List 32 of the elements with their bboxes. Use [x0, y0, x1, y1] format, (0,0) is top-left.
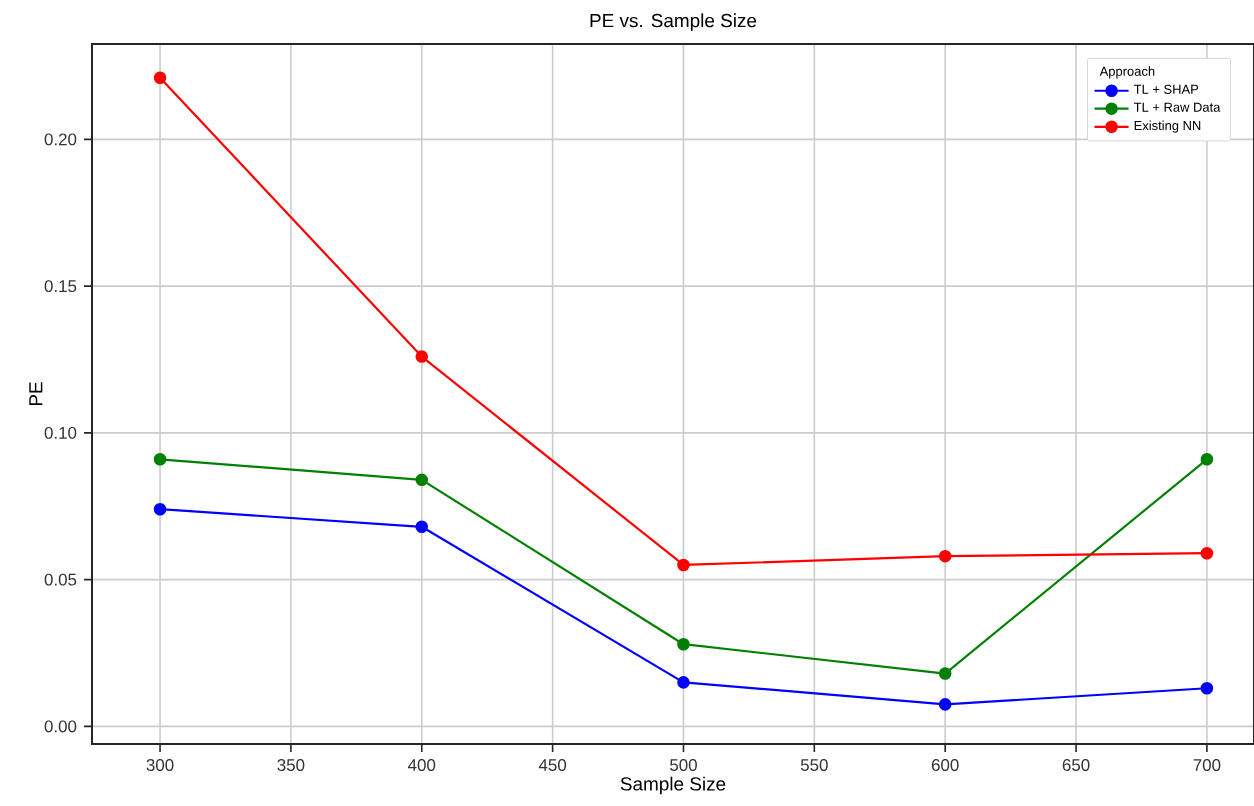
point: [938, 667, 952, 680]
y-tick-label: 0.00: [44, 720, 77, 733]
y-tick-label: 0.15: [44, 280, 77, 293]
point: [153, 71, 167, 85]
point: [1200, 681, 1214, 695]
point: [415, 473, 429, 487]
x-tick-label: 550: [800, 759, 828, 772]
x-tick-label: 300: [146, 759, 174, 772]
x-tick-label: 350: [277, 759, 305, 772]
point: [1200, 453, 1214, 466]
chart-title: PE vs. Sample Size: [590, 13, 757, 32]
x-tick-label: 400: [408, 759, 436, 772]
y-axis-title: PE: [29, 382, 43, 406]
point: [415, 520, 429, 534]
x-tick-label: 500: [670, 759, 697, 772]
point: [938, 549, 952, 563]
point: [153, 502, 167, 516]
point: [677, 637, 690, 651]
point: [153, 453, 167, 466]
point: [938, 698, 952, 711]
point: [415, 350, 429, 363]
x-tick-label: 700: [1193, 759, 1221, 772]
point: [1200, 546, 1214, 560]
x-axis-title: Sample Size: [620, 776, 726, 795]
y-tick-label: 0.05: [44, 573, 77, 586]
x-tick-label: 450: [538, 759, 567, 772]
point: [677, 558, 690, 572]
y-tick-label: 0.10: [44, 426, 77, 439]
y-tick-label: 0.20: [44, 133, 77, 146]
x-tick-label: 600: [931, 759, 959, 772]
x-tick-label: 650: [1062, 759, 1090, 772]
point: [677, 676, 690, 689]
